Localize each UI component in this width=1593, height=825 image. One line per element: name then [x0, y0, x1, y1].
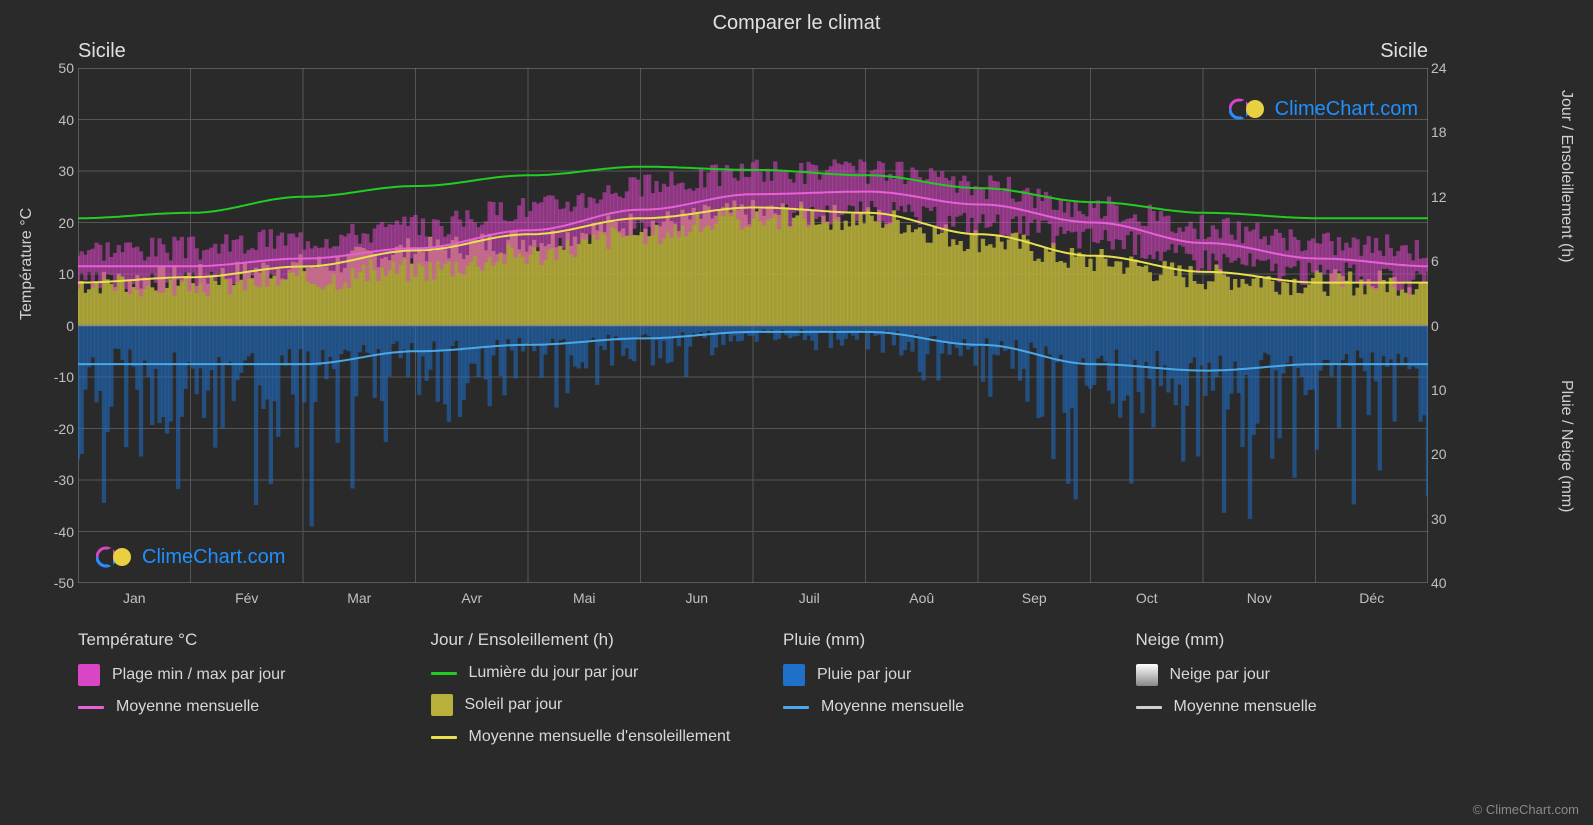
x-tick-label: Déc: [1359, 590, 1384, 606]
brand-text: ClimeChart.com: [1275, 98, 1418, 121]
x-tick-label: Mai: [573, 590, 596, 606]
legend-label: Plage min / max par jour: [112, 666, 285, 684]
brand-text: ClimeChart.com: [142, 546, 285, 569]
legend-header: Pluie (mm): [783, 630, 1126, 650]
y-axis-right-bottom-label: Pluie / Neige (mm): [1557, 380, 1575, 512]
legend-label: Moyenne mensuelle d'ensoleillement: [469, 728, 731, 746]
legend-label: Moyenne mensuelle: [821, 698, 964, 716]
legend-label: Moyenne mensuelle: [116, 698, 259, 716]
legend-label: Lumière du jour par jour: [469, 664, 639, 682]
legend-swatch: [1136, 664, 1158, 686]
y-ticks-right: 2418126010203040: [1431, 68, 1471, 583]
y-tick-label: 18: [1431, 124, 1471, 140]
legend-item-temp-mean: Moyenne mensuelle: [78, 698, 421, 716]
chart-plot-area: [78, 68, 1428, 583]
brand-logo-icon: [1229, 94, 1269, 124]
y-tick-label: 40: [44, 112, 74, 128]
legend-label: Pluie par jour: [817, 666, 911, 684]
legend-label: Moyenne mensuelle: [1174, 698, 1317, 716]
brand-watermark-top: ClimeChart.com: [1229, 94, 1418, 124]
legend-item-daylight: Lumière du jour par jour: [431, 664, 774, 682]
y-tick-label: 30: [1431, 511, 1471, 527]
x-tick-label: Sep: [1022, 590, 1047, 606]
x-tick-label: Juil: [799, 590, 820, 606]
y-tick-label: 0: [1431, 318, 1471, 334]
legend-item-rain-mean: Moyenne mensuelle: [783, 698, 1126, 716]
x-ticks: Jan Fév Mar Avr Mai Jun Juil Aoû Sep Oct Nov Déc: [78, 590, 1428, 614]
x-tick-label: Aoû: [909, 590, 934, 606]
y-tick-label: -50: [44, 575, 74, 591]
legend-item-snow: Neige par jour: [1136, 664, 1479, 686]
legend-col-temperature: Température °C Plage min / max par jour …: [78, 630, 421, 758]
region-label-right: Sicile: [1380, 40, 1428, 63]
y-tick-label: 10: [1431, 382, 1471, 398]
legend-label: Neige par jour: [1170, 666, 1271, 684]
y-tick-label: 20: [1431, 446, 1471, 462]
brand-logo-icon: [96, 542, 136, 572]
y-ticks-left: 50403020100-10-20-30-40-50: [44, 68, 74, 583]
y-tick-label: 6: [1431, 253, 1471, 269]
x-tick-label: Mar: [347, 590, 371, 606]
chart-svg: [78, 68, 1428, 583]
legend-swatch: [78, 664, 100, 686]
legend-header: Neige (mm): [1136, 630, 1479, 650]
legend-col-daylight: Jour / Ensoleillement (h) Lumière du jou…: [431, 630, 774, 758]
legend-header: Jour / Ensoleillement (h): [431, 630, 774, 650]
region-label-left: Sicile: [78, 40, 126, 63]
y-tick-label: 50: [44, 60, 74, 76]
legend-swatch: [431, 694, 453, 716]
legend-header: Température °C: [78, 630, 421, 650]
x-tick-label: Jan: [123, 590, 146, 606]
x-tick-label: Nov: [1247, 590, 1272, 606]
y-tick-label: 0: [44, 318, 74, 334]
y-tick-label: 10: [44, 266, 74, 282]
legend-swatch: [1136, 706, 1162, 709]
legend-item-sun: Soleil par jour: [431, 694, 774, 716]
legend-col-snow: Neige (mm) Neige par jour Moyenne mensue…: [1136, 630, 1479, 758]
legend-label: Soleil par jour: [465, 696, 563, 714]
y-tick-label: -20: [44, 421, 74, 437]
legend-swatch: [783, 664, 805, 686]
x-tick-label: Jun: [685, 590, 708, 606]
legend-item-temp-range: Plage min / max par jour: [78, 664, 421, 686]
x-tick-label: Fév: [235, 590, 258, 606]
y-tick-label: -30: [44, 472, 74, 488]
legend-item-sun-mean: Moyenne mensuelle d'ensoleillement: [431, 728, 774, 746]
legend-swatch: [783, 706, 809, 709]
legend: Température °C Plage min / max par jour …: [78, 630, 1478, 758]
y-tick-label: 30: [44, 163, 74, 179]
y-axis-right-top-label: Jour / Ensoleillement (h): [1557, 90, 1575, 263]
brand-watermark-bottom: ClimeChart.com: [96, 542, 285, 572]
legend-swatch: [431, 672, 457, 675]
y-tick-label: -10: [44, 369, 74, 385]
y-tick-label: -40: [44, 524, 74, 540]
y-axis-left-label: Température °C: [18, 208, 36, 320]
legend-item-rain: Pluie par jour: [783, 664, 1126, 686]
y-tick-label: 20: [44, 215, 74, 231]
legend-swatch: [78, 706, 104, 709]
y-tick-label: 24: [1431, 60, 1471, 76]
x-tick-label: Oct: [1136, 590, 1158, 606]
chart-title: Comparer le climat: [0, 0, 1593, 35]
x-tick-label: Avr: [461, 590, 482, 606]
legend-col-rain: Pluie (mm) Pluie par jour Moyenne mensue…: [783, 630, 1126, 758]
copyright-text: © ClimeChart.com: [1473, 802, 1579, 817]
y-tick-label: 12: [1431, 189, 1471, 205]
legend-swatch: [431, 736, 457, 739]
y-tick-label: 40: [1431, 575, 1471, 591]
legend-item-snow-mean: Moyenne mensuelle: [1136, 698, 1479, 716]
